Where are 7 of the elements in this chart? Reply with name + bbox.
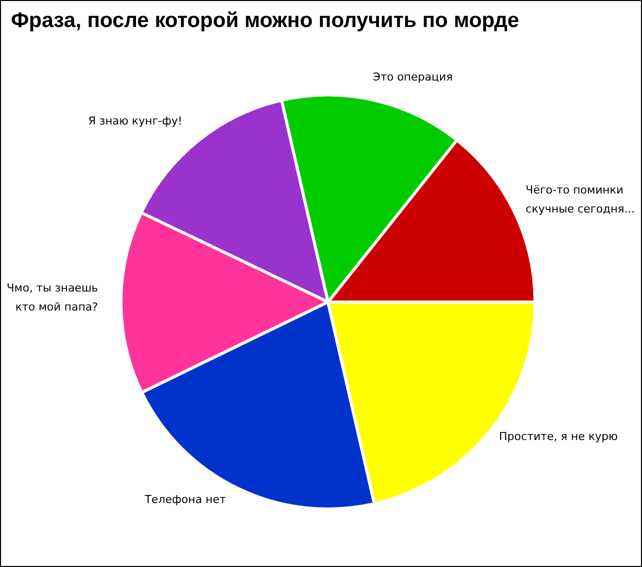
slice-label: Телефона нет (144, 492, 227, 506)
slice-label: Чмо, ты знаешь кто мой папа? (6, 282, 98, 314)
slice-label: Простите, я не курю (499, 430, 618, 444)
slice-label: Чёго-то поминки скучные сегодня... (526, 183, 635, 216)
chart-title: Фраза, после которой можно получить по морде (11, 9, 520, 33)
slice-label: Я знаю кунг-фу! (88, 114, 182, 128)
slice-label: Это операция (372, 70, 453, 84)
